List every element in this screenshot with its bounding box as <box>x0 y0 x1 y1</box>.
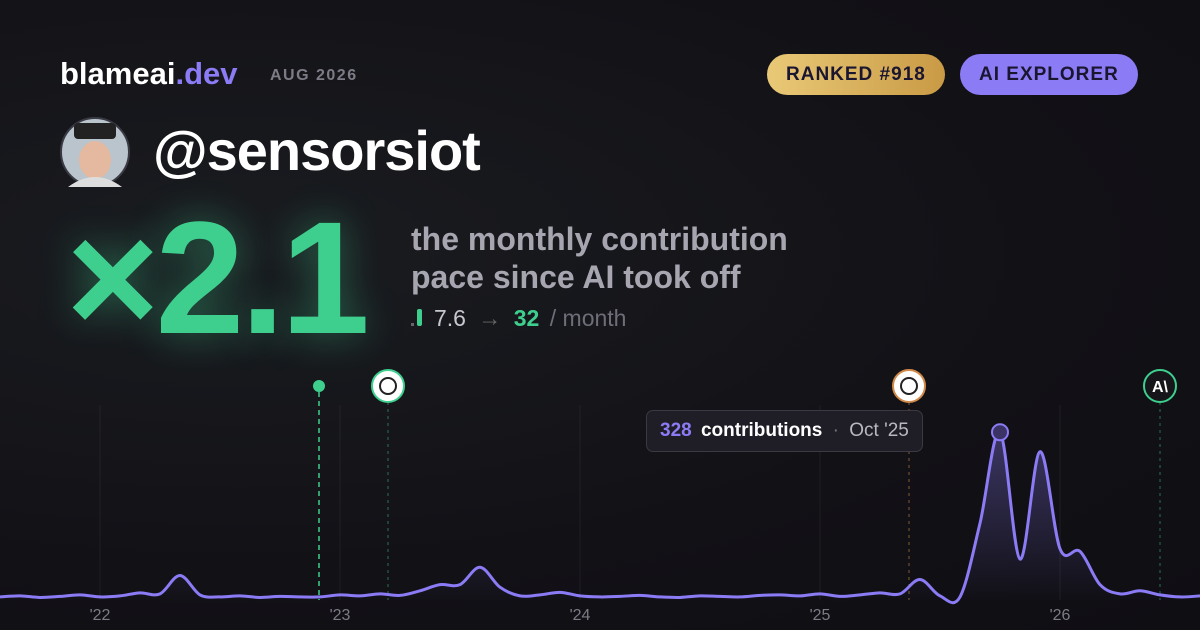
rank-badge: RANKED #918 <box>767 54 945 95</box>
svg-text:A\: A\ <box>1152 379 1169 396</box>
x-tick-label: '22 <box>90 607 111 624</box>
pace-after: 32 <box>513 305 540 331</box>
tooltip-label: contributions <box>700 420 823 441</box>
description: the monthly contribution pace since AI t… <box>411 220 788 296</box>
description-line: the monthly contribution <box>411 221 788 257</box>
tooltip: 328 contributions · Oct '25 <box>646 410 923 452</box>
pace: 7.6 → 32 / month <box>411 305 626 332</box>
unit: / month <box>549 305 627 331</box>
x-tick-label: '26 <box>1050 607 1071 624</box>
avatar <box>60 117 130 187</box>
tier-badge: AI EXPLORER <box>960 54 1138 95</box>
brand-tld: .dev <box>175 56 238 91</box>
arrow: → <box>478 305 502 331</box>
description-line: pace since AI took off <box>411 259 741 295</box>
highlight-point <box>991 423 1009 442</box>
tooltip-value: 328 <box>660 420 692 441</box>
x-tick-label: '25 <box>810 607 831 624</box>
handle: @sensorsiot <box>153 119 481 182</box>
line <box>0 430 1200 605</box>
pace-before: 7.6 <box>434 305 466 331</box>
tooltip-date: Oct '25 <box>849 420 909 441</box>
event-markers: A\ <box>313 369 1177 600</box>
multiplier: ×2.1 <box>66 188 370 367</box>
x-tick-label: '24 <box>570 607 591 624</box>
brand: blameai.dev <box>60 56 237 92</box>
brand-name: blameai <box>60 56 176 91</box>
period: AUG 2026 <box>270 67 358 84</box>
area <box>0 431 1200 603</box>
x-tick-label: '23 <box>330 607 351 624</box>
